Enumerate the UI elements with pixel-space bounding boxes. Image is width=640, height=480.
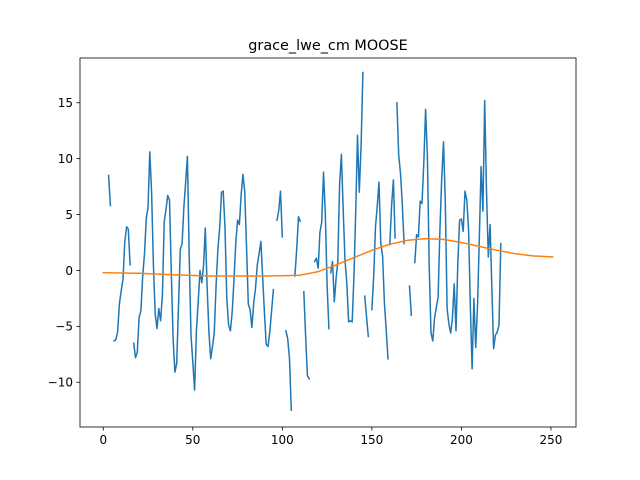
- series-1-segment-14: [408, 285, 413, 316]
- axes-frame: [79, 57, 577, 428]
- y-tick-label: 10: [58, 152, 73, 166]
- y-tick-label: 0: [65, 264, 73, 278]
- x-tick-label: 150: [360, 433, 383, 447]
- series-1-segment-1: [107, 174, 112, 207]
- x-tick-label: 100: [271, 433, 294, 447]
- y-tick-label: 15: [58, 96, 73, 110]
- series-1-segment-7: [303, 290, 311, 380]
- series-1-segment-12: [389, 179, 396, 246]
- y-tick-label: −5: [55, 320, 73, 334]
- chart-title: grace_lwe_cm MOOSE: [248, 38, 407, 54]
- series-1-segment-13: [396, 101, 405, 245]
- series-1-segment-10: [363, 295, 370, 338]
- series-1-segment-3: [132, 151, 275, 391]
- plot-area: [102, 71, 554, 411]
- x-tick-label: 0: [99, 433, 107, 447]
- series-1-segment-15: [414, 99, 502, 370]
- series-2: [102, 237, 554, 277]
- series-1-segment-4: [276, 190, 284, 238]
- x-tick-label: 250: [539, 433, 562, 447]
- y-tick-label: −10: [48, 376, 73, 390]
- series-1-segment-9: [329, 71, 364, 323]
- series-1-segment-5: [285, 329, 293, 411]
- x-tick-label: 50: [185, 433, 200, 447]
- series-1-segment-8: [313, 171, 330, 330]
- series-2-segment-1: [102, 237, 554, 277]
- x-tick-label: 200: [450, 433, 473, 447]
- series-1-segment-11: [371, 181, 389, 360]
- series-1: [107, 71, 502, 411]
- series-1-segment-2: [112, 226, 131, 342]
- y-tick-label: 5: [65, 208, 73, 222]
- axes: 0 50 100 150 200 250 −10 −5 0 5 10 15: [48, 57, 577, 447]
- series-1-segment-6: [294, 216, 302, 277]
